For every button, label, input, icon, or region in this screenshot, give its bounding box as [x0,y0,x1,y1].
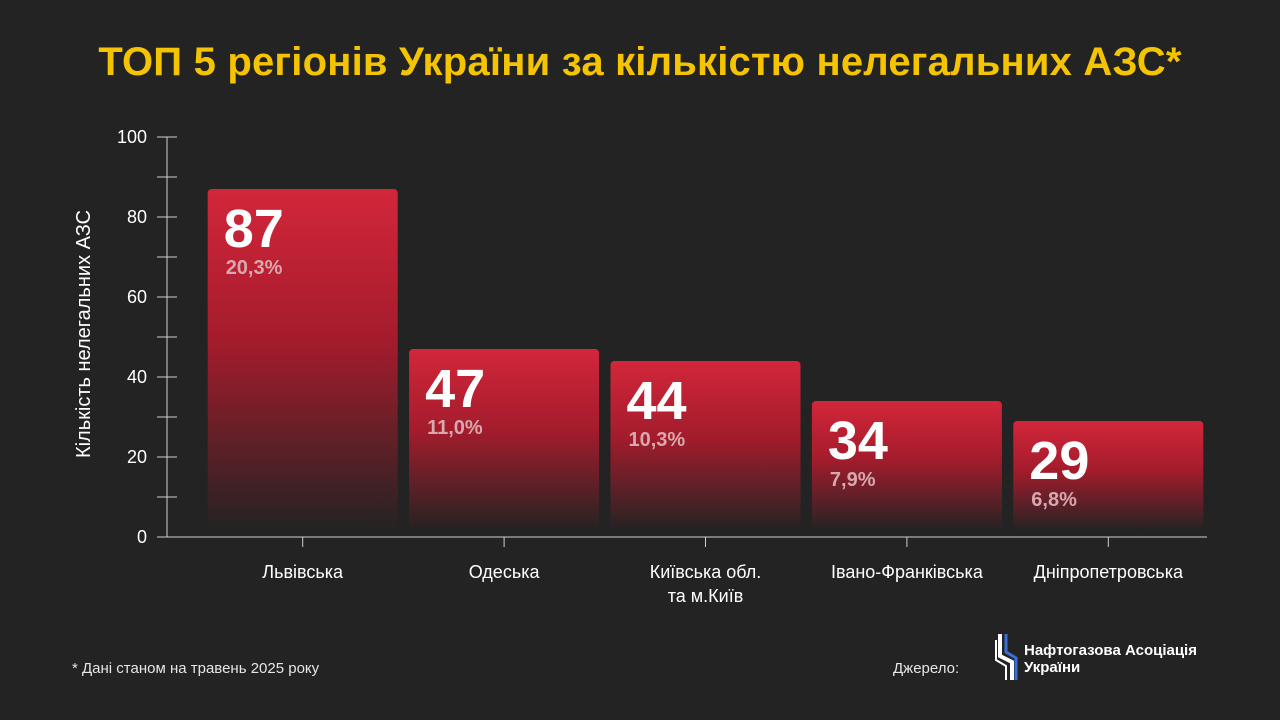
source-label: Джерело: [893,660,960,677]
source-logo: Нафтогазова Асоціація України [994,632,1214,682]
y-tick-label: 0 [137,527,147,547]
chart-title: ТОП 5 регіонів України за кількістю неле… [98,40,1182,84]
y-tick-label: 100 [117,127,147,147]
bar-value-label: 44 [627,371,687,431]
x-axis-labels: Львівська Одеська Київська обл. та м.Київ Ів… [262,537,1184,606]
x-tick-label: Івано-Франківська [831,562,984,582]
bar-value-label: 47 [425,359,485,419]
bar [207,189,398,531]
x-tick-label: Дніпропетровська [1034,562,1184,582]
chart-axes: 0 20 40 60 80 100 [117,127,1207,547]
bar-percent-label: 6,8% [1031,489,1077,511]
bar [409,349,600,531]
logo-text: Нафтогазова Асоціація України [1024,642,1197,676]
bar [811,401,1002,531]
bar [610,361,801,531]
y-tick-label: 60 [127,287,147,307]
x-tick-label: Одеська [469,562,541,582]
association-logo-icon [995,634,1018,680]
bar-percent-label: 7,9% [830,469,876,491]
y-tick-label: 40 [127,367,147,387]
y-axis-label: Кількість нелегальних АЗС [73,210,95,458]
bar-value-label: 34 [828,411,888,471]
bar-percent-label: 20,3% [226,257,283,279]
y-tick-label: 80 [127,207,147,227]
logo-line-2: України [1024,659,1081,676]
bar-value-label: 87 [224,199,284,259]
logo-line-1: Нафтогазова Асоціація [1024,642,1197,659]
x-tick-label: Львівська [262,562,344,582]
bar [1013,421,1204,531]
bar-value-label: 29 [1029,431,1089,491]
bar-percent-label: 10,3% [629,429,686,451]
footnote: * Дані станом на травень 2025 року [72,660,320,677]
y-tick-label: 20 [127,447,147,467]
x-tick-label: Київська обл. [650,562,762,582]
x-tick-label: та м.Київ [668,586,744,606]
bar-percent-label: 11,0% [427,417,483,439]
